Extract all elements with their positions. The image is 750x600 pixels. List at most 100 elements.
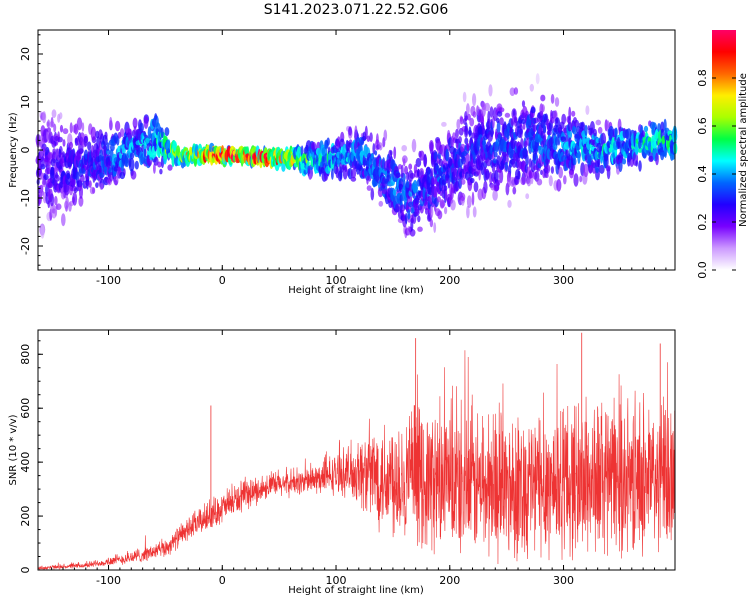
- spectrogram-cell: [635, 160, 638, 167]
- colorbar-tick-label: 0.6: [696, 117, 709, 135]
- spectrogram-x-label: Height of straight line (km): [288, 285, 424, 296]
- spectrogram-cell: [390, 150, 393, 156]
- spectrogram-cell: [472, 93, 477, 107]
- spectrogram-cell: [548, 175, 553, 187]
- spectrogram-cell: [109, 116, 113, 128]
- spectrogram-cell: [160, 127, 164, 139]
- spectrogram-cell: [99, 182, 104, 190]
- spectrogram-cell: [115, 120, 121, 132]
- x-tick-label: 300: [553, 274, 574, 287]
- spectrogram-cell: [561, 113, 567, 125]
- spectrogram-cell: [455, 128, 459, 139]
- spectrogram-cell: [540, 169, 543, 176]
- spectrogram-cell: [484, 102, 490, 112]
- spectrogram-cell: [492, 158, 498, 164]
- spectrogram-cell: [469, 117, 475, 127]
- spectrogram-x-ticks: -100 0 100 200 300: [51, 30, 667, 287]
- spectrogram-cell: [643, 125, 649, 133]
- spectrogram-cell: [415, 202, 419, 209]
- snr-spikes: [210, 332, 661, 519]
- spectrogram-cell: [655, 152, 659, 166]
- spectrogram-cell: [401, 155, 408, 164]
- spectrogram-cell: [392, 189, 397, 196]
- spectrogram-cell: [585, 105, 590, 115]
- spectrogram-cell: [436, 196, 441, 203]
- spectrogram-cell: [469, 177, 475, 184]
- snr-series-line: [37, 350, 676, 571]
- spectrogram-cell: [408, 163, 413, 170]
- spectrogram-cell: [364, 125, 368, 140]
- spectrogram-cell: [120, 128, 125, 138]
- colorbar-label: Normalized spectral amplitude: [738, 73, 749, 227]
- spectrogram-cell: [626, 128, 632, 141]
- spectrogram-cell: [132, 117, 138, 129]
- spectrogram-cell: [648, 155, 654, 163]
- spectrogram-cell: [383, 129, 388, 142]
- spectrogram-cell: [459, 192, 466, 201]
- spectrogram-cell: [342, 166, 348, 180]
- spectrogram-cell: [468, 126, 472, 138]
- spectrogram-cell: [83, 135, 88, 147]
- spectrogram-cell: [105, 148, 111, 155]
- spectrogram-cell: [95, 182, 99, 189]
- spectrogram-cell: [493, 170, 499, 183]
- spectrogram-cell: [614, 127, 618, 137]
- spectrogram-cell: [563, 175, 567, 185]
- spectrogram-cell: [40, 225, 45, 239]
- spectrogram-cell: [417, 215, 421, 223]
- spectrogram-cell: [519, 124, 523, 139]
- spectrogram-cell: [354, 125, 358, 139]
- spectrogram-cell: [62, 128, 69, 135]
- spectrogram-cell: [143, 146, 147, 158]
- spectrogram-cell: [633, 130, 637, 136]
- spectrogram-cell: [366, 135, 371, 142]
- spectrogram-cell: [521, 100, 526, 108]
- spectrogram-cell: [57, 136, 63, 143]
- spectrogram-cell: [53, 123, 57, 133]
- spectrogram-cell: [139, 122, 144, 133]
- spectrogram-cell: [493, 185, 500, 192]
- spectrogram-cell: [554, 97, 560, 107]
- spectrogram-cell: [376, 133, 379, 145]
- spectrogram-cell: [483, 180, 488, 194]
- spectrogram-cell: [76, 117, 83, 131]
- spectrogram-cell: [393, 146, 397, 160]
- spectrogram-cell: [369, 132, 373, 143]
- snr-x-ticks: -100 0 100 200 300: [51, 330, 667, 587]
- spectrogram-cell: [172, 141, 178, 152]
- spectrogram-cell: [433, 151, 438, 160]
- snr-y-label: SNR (10 * v/v): [8, 414, 19, 485]
- spectrogram-cell: [544, 163, 551, 174]
- spectrogram-cell: [80, 174, 85, 183]
- spectrogram-cell: [49, 120, 55, 128]
- spectrogram-cell: [458, 136, 462, 144]
- spectrogram-cell: [130, 170, 137, 180]
- spectrogram-cell: [605, 165, 611, 172]
- spectrogram-cell: [411, 138, 417, 153]
- spectrogram-cell: [398, 164, 402, 170]
- y-tick-label: -20: [19, 237, 32, 255]
- spectrogram-cell: [493, 151, 498, 158]
- spectrogram-cell: [395, 172, 401, 178]
- x-tick-label: 100: [326, 574, 347, 587]
- spectrogram-cell: [143, 116, 149, 129]
- spectrogram-cell: [495, 179, 501, 186]
- y-tick-label: 10: [19, 95, 32, 109]
- spectrogram-cell: [398, 183, 404, 190]
- y-tick-label: 20: [19, 47, 32, 61]
- spectrogram-cell: [437, 152, 441, 160]
- spectrogram-cell: [307, 160, 310, 167]
- spectrogram-cell: [59, 124, 64, 133]
- spectrogram-cell: [464, 125, 469, 138]
- spectrogram-cell: [583, 163, 589, 178]
- spectrogram-cell: [92, 187, 96, 194]
- spectrogram-cell: [164, 127, 170, 137]
- spectrogram-cell: [488, 84, 493, 97]
- spectrogram-cell: [530, 106, 536, 114]
- spectrogram-cell: [522, 146, 528, 157]
- spectrogram-y-ticks: -20 -10 0 10 20: [19, 34, 43, 266]
- spectrogram-cell: [437, 210, 443, 220]
- spectrogram-cell: [638, 147, 643, 153]
- spectrogram-cell: [46, 127, 52, 133]
- spectrogram-cell: [541, 104, 545, 113]
